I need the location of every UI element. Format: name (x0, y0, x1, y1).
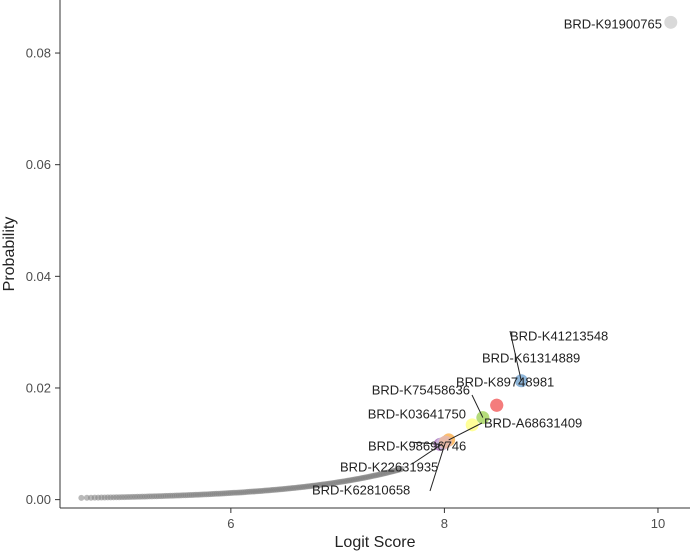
point-label: BRD-K22631935 (340, 460, 438, 475)
point-label: BRD-K62810658 (312, 483, 410, 498)
point-label: BRD-A68631409 (484, 416, 582, 431)
point-label: BRD-K61314889 (482, 351, 580, 366)
x-axis-ticks: 6 8 10 (227, 508, 665, 531)
background-points (78, 465, 405, 501)
x-tick-label: 8 (441, 516, 448, 531)
y-tick-label: 0.02 (26, 380, 51, 395)
x-tick-label: 6 (227, 516, 234, 531)
point-label: BRD-K89748981 (456, 375, 554, 390)
y-tick-label: 0.00 (26, 492, 51, 507)
point-label: BRD-K91900765 (564, 17, 662, 32)
label-leader-line (429, 441, 446, 492)
label-leader-line (471, 394, 484, 418)
label-leader-line (448, 422, 483, 441)
x-axis-title: Logit Score (335, 534, 416, 551)
label-leader-line (509, 330, 522, 381)
y-tick-label: 0.08 (26, 46, 51, 61)
highlighted-point (465, 418, 479, 432)
point-labels: BRD-K91900765 BRD-K41213548 BRD-K61314889 B… (312, 17, 662, 498)
point-label: BRD-K75458636 (372, 383, 470, 398)
y-tick-label: 0.06 (26, 157, 51, 172)
highlighted-point (664, 15, 678, 29)
highlighted-point (490, 398, 504, 412)
y-axis-title: Probability (1, 217, 18, 292)
x-tick-label: 10 (651, 516, 665, 531)
label-leader-line (409, 441, 441, 445)
y-axis-ticks: 0.00 0.02 0.04 0.06 0.08 (26, 46, 60, 507)
data-point (398, 465, 405, 472)
data-point (78, 494, 85, 501)
label-leaders (409, 330, 522, 492)
label-leader-line (411, 443, 443, 465)
y-tick-label: 0.04 (26, 269, 51, 284)
point-label: BRD-K41213548 (510, 329, 608, 344)
point-label: BRD-K03641750 (368, 407, 466, 422)
point-label: BRD-K98696746 (368, 439, 466, 454)
